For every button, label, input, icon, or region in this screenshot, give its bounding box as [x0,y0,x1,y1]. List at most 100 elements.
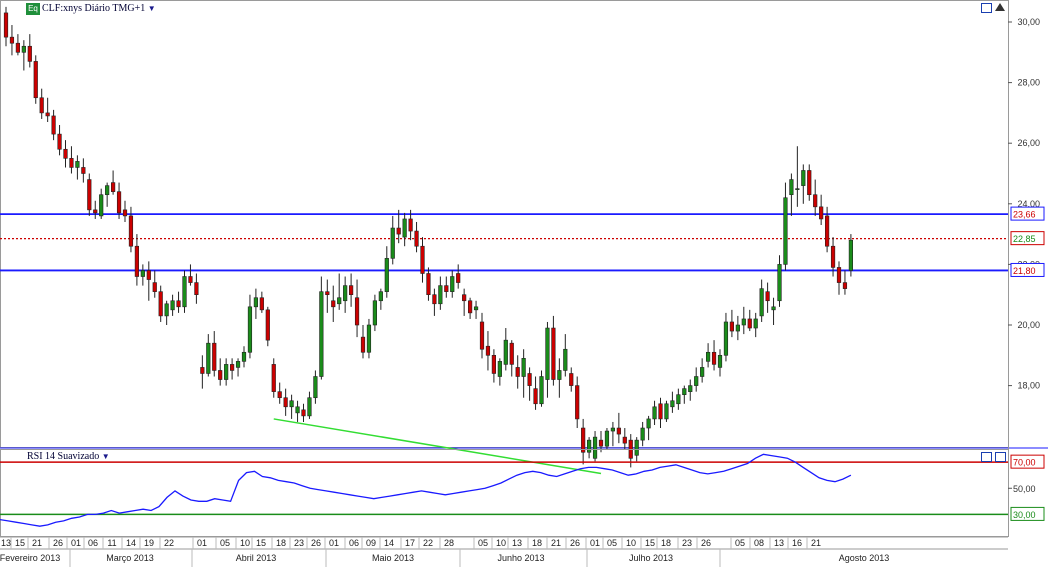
candle-body [836,267,842,283]
candle-body [378,291,383,302]
month-label: Junho 2013 [497,553,544,563]
candle-body [420,245,425,274]
candle-body [259,297,264,311]
rsi-level-tag [1010,506,1045,521]
day-tick-label: 10 [496,538,506,548]
day-tick-label: 01 [71,538,81,548]
candle-body [432,294,437,305]
candle-body [616,427,621,435]
price-line-tag [1010,206,1045,221]
candle-body [670,400,675,408]
candle-body [842,282,848,289]
day-tick-label: 22 [164,538,174,548]
month-label: Fevereiro 2013 [0,553,60,563]
candle-body [753,318,758,329]
day-tick-label: 26 [570,538,580,548]
day-tick-label: 15 [645,538,655,548]
candle-body [824,215,830,247]
candle-body [307,397,312,417]
chevron-down-icon[interactable]: ▼ [147,4,156,13]
candle-body [271,364,276,392]
day-tick-label: 11 [107,538,116,548]
candle-body [717,354,723,368]
restore-rsi-icon[interactable] [995,452,1006,462]
instrument-title: CLF:xnys Diário TMG+1 [42,3,146,14]
rsi-line [0,453,852,527]
candle-body [545,327,550,380]
candle-body [63,148,68,159]
candle-body [170,300,175,311]
alert-icon[interactable] [995,3,1005,11]
rsi-level-label: 50,00 [1013,484,1036,494]
eq-badge-icon[interactable]: Eq [26,3,40,15]
candle-body [27,45,32,62]
maximize-rsi-icon[interactable] [981,452,992,462]
price-panel: 30,0028,0026,0024,0022,0020,0018,0023,66… [0,0,1048,537]
candle-body [783,197,788,265]
candle-body [682,388,687,395]
candle-body [241,351,247,362]
candle-body [277,391,282,399]
candle-body [105,185,110,196]
candle-body [93,209,98,214]
candle-body [218,370,223,380]
candle-body [313,376,318,399]
candle-body [652,406,657,420]
rsi-level-label: 70,00 [1013,458,1036,468]
day-tick-label: 13 [512,538,522,548]
candle-body [45,112,50,117]
candle-body [372,300,378,326]
candle-body [521,358,526,377]
day-tick-label: 05 [478,538,488,548]
day-tick-label: 09 [366,538,376,548]
day-tick-label: 10 [626,538,636,548]
candle-body [87,179,92,211]
price-line-label: 22,85 [1013,234,1036,244]
price-tick-label: 28,00 [1017,78,1040,88]
candle-body [348,285,354,295]
candle-body [705,351,711,362]
day-tick-label: 08 [754,538,764,548]
candle-body [396,227,401,235]
candle-body [200,367,205,374]
candle-body [295,406,300,414]
candle-body [337,297,342,305]
candle-body [527,373,532,386]
price-line-tag [1010,231,1045,246]
day-tick-label: 01 [329,538,339,548]
candle-body [21,45,26,53]
candle-body [164,303,169,317]
day-tick-label: 21 [551,538,561,548]
candle-body [3,12,9,38]
candle-body [586,439,592,453]
date-axis: 13 15 21 26 01 06 11 14 19 22 01 05 10 15 18 23 26 01 06 09… [0,536,1008,567]
month-label: Julho 2013 [629,553,673,563]
candle-body [688,385,693,392]
day-tick-label: 23 [682,538,692,548]
candle-body [592,436,598,459]
candle-body [438,285,443,305]
candle-body [700,367,705,377]
support-trendline [273,418,602,475]
candle-body [426,273,431,295]
candle-body [283,397,288,408]
day-tick-label: 10 [240,538,250,548]
instrument-label[interactable]: CLF:xnys Diário TMG+1 ▼ [42,3,156,14]
candle-body [206,342,211,374]
maximize-icon[interactable] [981,3,992,13]
candle-body [848,239,853,271]
month-label: Março 2013 [106,553,154,563]
price-panel-frame [0,0,1009,448]
candle-body [360,336,366,353]
day-tick-label: 26 [53,538,63,548]
candle-body [408,218,413,232]
candle-body [325,291,330,296]
candle-body [128,215,134,247]
candle-body [723,321,729,356]
rsi-label[interactable]: RSI 14 Suavizado ▼ [27,451,110,462]
candle-body [212,342,217,371]
chevron-down-icon[interactable]: ▼ [101,452,110,461]
candle-body [456,273,461,283]
day-tick-label: 13 [1,538,11,548]
candle-body [622,436,627,444]
